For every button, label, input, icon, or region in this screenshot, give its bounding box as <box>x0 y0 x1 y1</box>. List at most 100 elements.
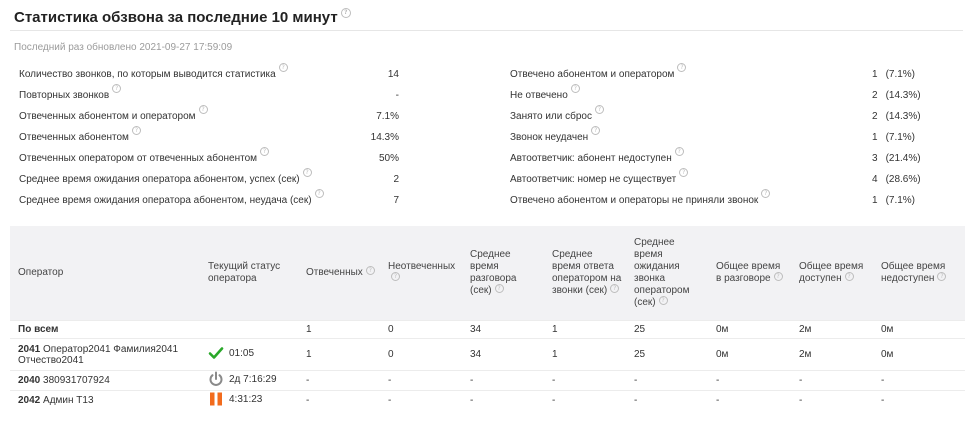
power-icon <box>209 371 223 386</box>
stat-value: 1 (7.1%) <box>872 127 915 148</box>
status-cell: 2д 7:16:29 <box>200 370 298 391</box>
stat-row: Отвечено абонентом и оператором? 1 (7.1%) <box>510 63 940 85</box>
stat-count: 1 <box>872 132 878 143</box>
column-header[interactable]: Среднее время ответа оператором на звонк… <box>544 226 626 321</box>
info-icon[interactable]: ? <box>679 168 689 177</box>
status-cell: 01:05 <box>200 338 298 371</box>
stat-count: 1 <box>872 69 878 80</box>
info-icon[interactable]: ? <box>302 168 312 177</box>
operator-name: По всем <box>10 320 200 339</box>
info-icon[interactable]: ? <box>761 189 771 198</box>
table-row[interactable]: 2040 380931707924 2д 7:16:29- - - - - - - - <box>10 370 965 391</box>
info-icon[interactable]: ? <box>658 296 668 305</box>
info-icon[interactable]: ? <box>937 272 947 281</box>
stat-label: Не отвечено <box>510 90 568 101</box>
column-header[interactable]: Оператор <box>10 226 200 321</box>
column-header[interactable]: Неотвеченных? <box>380 226 462 321</box>
stat-value: 7.1% <box>376 111 399 122</box>
info-icon[interactable]: ? <box>260 147 270 156</box>
table-cell: - <box>380 370 462 391</box>
column-header-label: Неотвеченных <box>388 261 456 272</box>
table-cell: 0м <box>708 320 791 339</box>
column-header[interactable]: Общее время недоступен? <box>873 226 965 321</box>
info-icon[interactable]: ? <box>112 84 122 93</box>
info-icon[interactable]: ? <box>278 63 288 72</box>
stat-row: Отвеченных абонентом? 14.3% <box>19 126 399 148</box>
column-header[interactable]: Текущий статус оператора <box>200 226 298 321</box>
stat-label: Автоответчик: абонент недоступен <box>510 153 672 164</box>
table-cell: 1 <box>298 338 380 371</box>
table-cell: - <box>791 390 873 410</box>
stat-value: 2 (14.3%) <box>872 85 921 106</box>
column-header-label: Среднее время ответа оператором на звонк… <box>552 249 622 296</box>
stat-label: Повторных звонков <box>19 90 110 101</box>
operators-table: Оператор Текущий статус оператора Отвеченн… <box>10 226 965 410</box>
info-icon[interactable]: ? <box>314 189 324 198</box>
stat-count: 3 <box>872 153 878 164</box>
table-cell: 0м <box>873 338 965 371</box>
stat-label: Автоответчик: номер не существует <box>510 174 677 185</box>
table-cell: - <box>626 390 708 410</box>
info-icon[interactable]: ? <box>365 266 375 275</box>
table-header-row: Оператор Текущий статус оператора Отвеченн… <box>10 226 965 321</box>
info-icon[interactable]: ? <box>494 284 504 293</box>
page-title: Статистика обзвона за последние 10 минут… <box>14 8 351 26</box>
info-icon[interactable]: ? <box>198 105 208 114</box>
table-cell: 0 <box>380 320 462 339</box>
stat-percent: (7.1%) <box>885 69 916 80</box>
info-icon[interactable]: ? <box>594 105 604 114</box>
stat-row: Среднее время ожидания оператора абонент… <box>19 168 399 190</box>
info-icon[interactable]: ? <box>340 8 351 18</box>
stat-value: 2 <box>393 174 399 185</box>
column-header[interactable]: Общее время доступен? <box>791 226 873 321</box>
status-time: 4:31:23 <box>229 393 263 405</box>
operator-status: 2д 7:16:29 <box>208 371 277 387</box>
info-icon[interactable]: ? <box>773 272 783 281</box>
stat-value: 1 (7.1%) <box>872 64 915 85</box>
operator-id: 2042 <box>18 395 41 406</box>
operator-name: 2040 380931707924 <box>10 370 200 391</box>
table-cell: 34 <box>462 338 544 371</box>
pause-icon <box>210 392 222 406</box>
column-header[interactable]: Общее время в разговоре? <box>708 226 791 321</box>
info-icon[interactable]: ? <box>674 147 684 156</box>
table-cell: 2м <box>791 320 873 339</box>
stat-count: 4 <box>872 174 878 185</box>
info-icon[interactable]: ? <box>610 284 620 293</box>
stat-row: Звонок неудачен? 1 (7.1%) <box>510 126 940 148</box>
table-cell: 0м <box>873 320 965 339</box>
status-time: 01:05 <box>229 347 255 359</box>
table-row[interactable]: 2041 Оператор2041 Фамилия2041 Отчество20… <box>10 338 965 371</box>
info-icon[interactable]: ? <box>844 272 854 281</box>
stat-row: Отвеченных абонентом и оператором? 7.1% <box>19 105 399 127</box>
column-header[interactable]: Отвеченных? <box>298 226 380 321</box>
column-header-label: Среднее время ожидания звонка оператором… <box>634 237 690 308</box>
stat-percent: (14.3%) <box>885 111 921 122</box>
table-row[interactable]: 2042 Админ Т13 4:31:23- - - - - - - - <box>10 390 965 410</box>
info-icon[interactable]: ? <box>570 84 580 93</box>
stat-label: Звонок неудачен <box>510 132 589 143</box>
table-cell: 25 <box>626 320 708 339</box>
stat-count: 2 <box>872 90 878 101</box>
info-icon[interactable]: ? <box>591 126 601 135</box>
info-icon[interactable]: ? <box>677 63 687 72</box>
stat-row: Автоответчик: номер не существует? 4 (28.6… <box>510 168 940 190</box>
table-cell: - <box>298 390 380 410</box>
table-cell: - <box>298 370 380 391</box>
operator-id: 2040 <box>18 375 41 386</box>
table-cell: - <box>873 390 965 410</box>
stat-label: Отвечено абонентом и операторы не принял… <box>510 195 759 206</box>
column-header[interactable]: Среднее время ожидания звонка оператором… <box>626 226 708 321</box>
column-header-label: Оператор <box>18 267 64 278</box>
operator-fullname: Оператор2041 Фамилия2041 Отчество2041 <box>18 343 179 366</box>
table-cell: - <box>462 370 544 391</box>
info-icon[interactable]: ? <box>391 272 400 281</box>
table-cell: - <box>544 370 626 391</box>
stat-value: 14.3% <box>370 132 399 143</box>
status-cell: 4:31:23 <box>200 390 298 410</box>
table-cell: 25 <box>626 338 708 371</box>
column-header[interactable]: Среднее время разговора (сек)? <box>462 226 544 321</box>
stat-row: Занято или сброс? 2 (14.3%) <box>510 105 940 127</box>
info-icon[interactable]: ? <box>131 126 141 135</box>
stat-percent: (7.1%) <box>885 132 916 143</box>
